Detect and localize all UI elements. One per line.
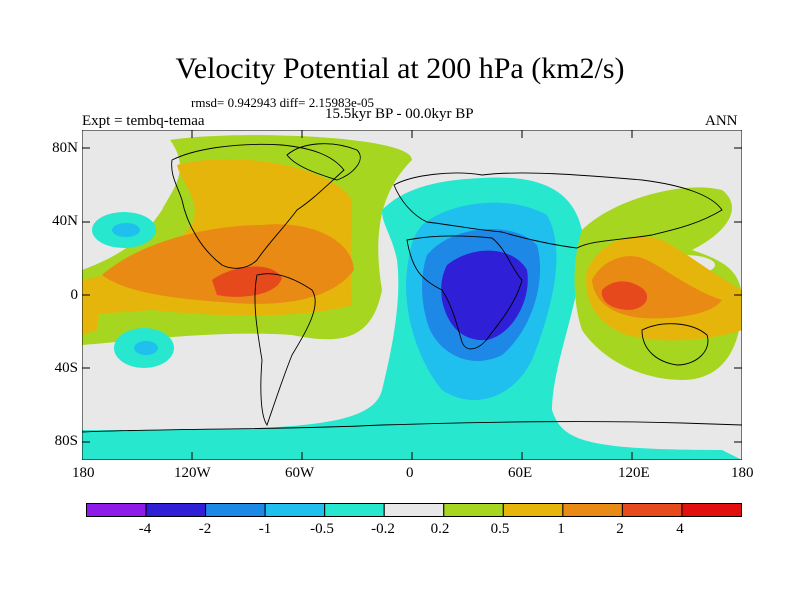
- colorbar-label: -2: [198, 521, 212, 537]
- season-label: ANN: [705, 113, 738, 129]
- colorbar-box: [205, 503, 266, 517]
- y-axis-labels: 80N 40N 0 40S 80S: [0, 0, 78, 600]
- velocity-potential-map: [82, 130, 742, 460]
- colorbar-label: 0.2: [430, 521, 450, 537]
- colorbar-box: [383, 503, 445, 517]
- axis-ticks: [82, 130, 742, 460]
- colorbar-box: [86, 503, 147, 517]
- colorbar-label: 2: [616, 521, 624, 537]
- y-tick-label: 80N: [52, 140, 78, 156]
- colorbar-box: [562, 503, 623, 517]
- colorbar-box: [621, 503, 683, 517]
- x-tick-label: 180: [731, 465, 754, 481]
- colorbar-box: [324, 503, 385, 517]
- y-tick-label: 40N: [52, 213, 78, 229]
- y-tick-label: 0: [70, 287, 79, 303]
- colorbar-label: 1: [557, 521, 565, 537]
- colorbar: [86, 503, 742, 517]
- x-tick-label: 60E: [508, 465, 533, 481]
- x-tick-label: 120E: [618, 465, 650, 481]
- colorbar-label: -4: [138, 521, 152, 537]
- colorbar-box: [145, 503, 207, 517]
- colorbar-label: -0.5: [310, 521, 334, 537]
- contour-fills: [82, 135, 742, 460]
- colorbar-label: 0.5: [490, 521, 510, 537]
- colorbar-box: [443, 503, 504, 517]
- period-label: 15.5kyr BP - 00.0kyr BP: [325, 106, 474, 122]
- x-tick-label: 0: [406, 465, 414, 481]
- stats-line: rmsd= 0.942943 diff= 2.15983e-05: [191, 95, 375, 110]
- colorbar-box: [502, 503, 564, 517]
- x-tick-label: 120W: [174, 465, 211, 481]
- colorbar-box: [681, 503, 742, 517]
- x-tick-label: 60W: [285, 465, 315, 481]
- colorbar-box: [264, 503, 326, 517]
- colorbar-label: -0.2: [371, 521, 395, 537]
- x-tick-label: 180: [72, 465, 95, 481]
- y-tick-label: 80S: [54, 433, 78, 449]
- experiment-label: Expt = tembq-temaa: [82, 113, 205, 129]
- colorbar-label: 4: [676, 521, 684, 537]
- y-tick-label: 40S: [54, 360, 78, 376]
- map-title: Velocity Potential at 200 hPa (km2/s): [175, 52, 625, 85]
- continent-outlines: [82, 143, 742, 433]
- colorbar-label: -1: [258, 521, 272, 537]
